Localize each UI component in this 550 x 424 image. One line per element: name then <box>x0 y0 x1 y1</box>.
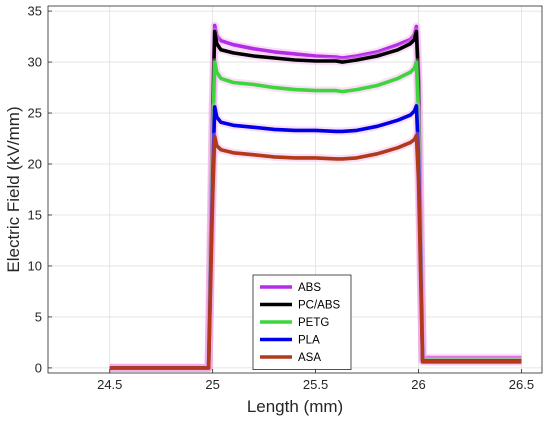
series-line <box>109 133 522 370</box>
legend-item: PETG <box>260 317 329 329</box>
legend-item: PLA <box>260 335 320 347</box>
y-tick-label: 35 <box>28 4 42 19</box>
tick-labels: 24.5 25 25.5 26 26.5 0 5 10 15 20 25 30 35 <box>28 4 535 392</box>
y-tick-label: 0 <box>35 360 42 375</box>
y-tick-label: 20 <box>28 157 42 172</box>
x-tick-label: 26 <box>411 377 425 392</box>
x-tick-label: 24.5 <box>97 377 122 392</box>
legend-label: PLA <box>298 335 320 347</box>
series-line <box>109 104 522 370</box>
legend-item: ASA <box>260 352 321 364</box>
x-axis-label: Length (mm) <box>247 397 343 416</box>
legend-label: PC/ABS <box>298 300 341 312</box>
legend-label: PETG <box>298 317 329 329</box>
plot-area-border <box>47 5 543 374</box>
series-layer <box>109 21 522 372</box>
y-tick-label: 30 <box>28 55 42 70</box>
y-tick-label: 15 <box>28 207 42 222</box>
series-line <box>109 29 522 370</box>
legend-item: PC/ABS <box>260 300 341 312</box>
series-line <box>109 60 522 370</box>
y-tick-label: 10 <box>28 258 42 273</box>
y-tick-label: 5 <box>35 309 42 324</box>
y-axis-label: Electric Field (kV/mm) <box>4 106 23 272</box>
x-tick-label: 26.5 <box>509 377 534 392</box>
x-tick-label: 25 <box>205 377 219 392</box>
legend-label: ABS <box>298 282 321 294</box>
x-tick-label: 25.5 <box>303 377 328 392</box>
legend: ABS PC/ABS PETG PLA ASA <box>252 274 352 370</box>
legend-label: ASA <box>298 352 321 364</box>
legend-item: ABS <box>260 282 321 294</box>
y-tick-label: 25 <box>28 106 42 121</box>
